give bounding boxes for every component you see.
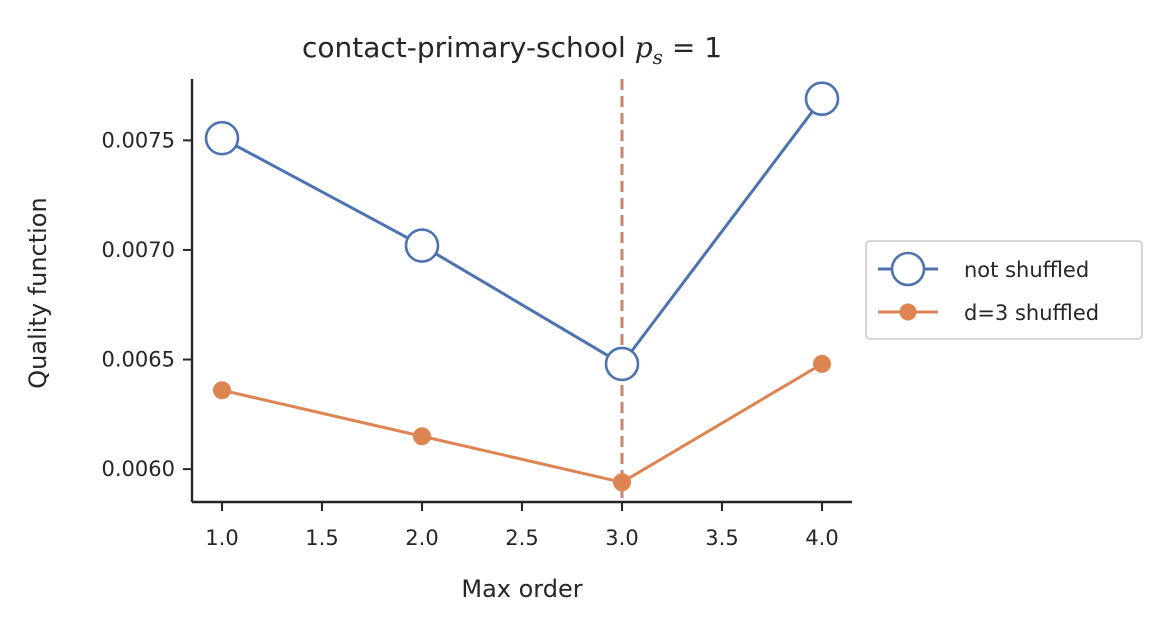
data-point <box>213 381 231 400</box>
data-point <box>404 228 440 263</box>
x-tick-label: 2.5 <box>505 526 538 550</box>
y-tick-label: 0.0060 <box>102 457 175 481</box>
y-tick-label: 0.0065 <box>102 348 175 372</box>
legend: not shuffled d=3 shuffled <box>865 240 1143 340</box>
data-point <box>804 81 840 117</box>
legend-marker <box>899 303 917 321</box>
legend-marker <box>890 251 926 287</box>
chart-title: contact-primary-school ps = 1 <box>302 31 722 69</box>
title-math: p <box>635 31 653 64</box>
x-tick-label: 2.0 <box>405 526 438 550</box>
series-layer <box>204 81 840 492</box>
ticks: 1.0 1.5 2.0 2.5 3.0 3.5 4.0 0.0060 0.0065 0.0070 0… <box>102 128 839 550</box>
title-prefix: contact-primary-school <box>302 31 635 64</box>
series-line <box>221 97 824 366</box>
x-tick-label: 1.5 <box>305 526 338 550</box>
legend-label: not shuffled <box>964 258 1089 282</box>
title-suffix: = 1 <box>663 31 722 64</box>
series-0 <box>204 81 840 382</box>
x-tick-label: 3.5 <box>705 526 738 550</box>
data-point <box>413 427 431 446</box>
y-axis-label: Quality function <box>24 197 52 388</box>
data-point <box>604 346 640 382</box>
axes <box>190 79 852 504</box>
data-point <box>613 473 631 492</box>
data-point <box>813 354 831 373</box>
x-tick-label: 1.0 <box>205 526 238 550</box>
title-subscript: s <box>653 45 663 69</box>
series-line <box>221 362 823 484</box>
legend-label: d=3 shuffled <box>964 301 1099 325</box>
legend-item: not shuffled <box>878 251 1089 287</box>
x-axis-label: Max order <box>461 575 582 603</box>
y-tick-label: 0.0070 <box>102 238 175 262</box>
legend-item: d=3 shuffled <box>878 301 1099 325</box>
x-tick-label: 3.0 <box>605 526 638 550</box>
series-1 <box>213 354 831 492</box>
x-tick-label: 4.0 <box>805 526 838 550</box>
data-point <box>204 120 240 156</box>
legend-frame <box>865 240 1143 340</box>
y-tick-label: 0.0075 <box>102 128 175 152</box>
